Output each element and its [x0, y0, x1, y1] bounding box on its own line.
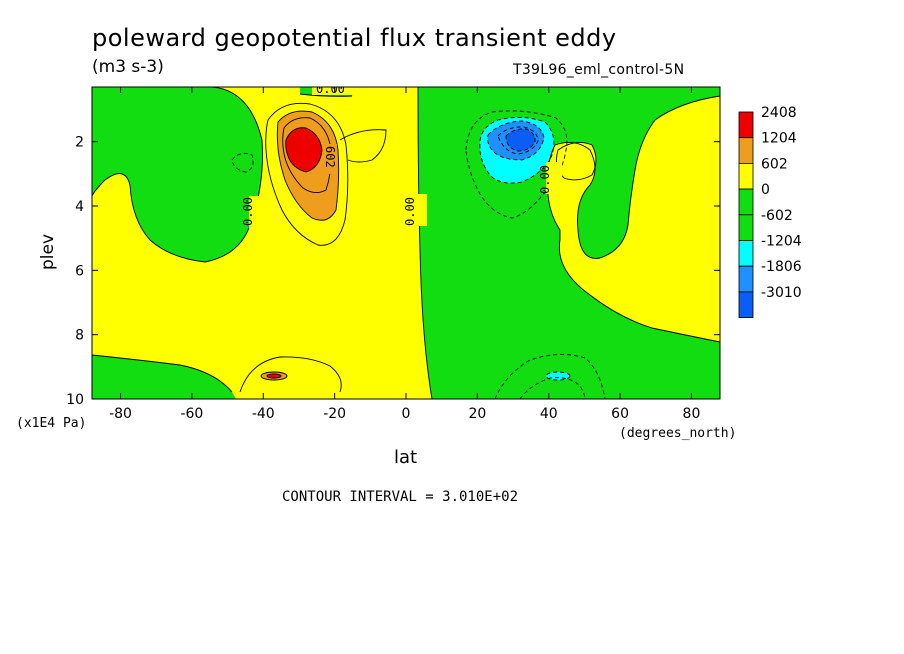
colorbar-label: -1204: [761, 234, 802, 250]
y-axis-units: (x1E4 Pa): [16, 416, 87, 431]
y-tick-label: 6: [75, 263, 84, 279]
colorbar-label: 2408: [761, 105, 797, 121]
positive-pocket-east: [556, 142, 596, 180]
run-label: T39L96_eml_control-5N: [513, 62, 685, 78]
colorbar-swatch: [738, 188, 754, 216]
x-axis: -80 -60 -40 -20 0 20 40 60 80: [109, 87, 700, 422]
x-tick-label: 20: [468, 406, 486, 422]
colorbar-label: 0: [761, 182, 770, 198]
x-tick-label: 60: [611, 406, 629, 422]
contour-interval: CONTOUR INTERVAL = 3.010E+02: [282, 489, 519, 505]
y-tick-label: 10: [66, 392, 84, 408]
positive-lower-red: [267, 374, 281, 378]
x-tick-label: -60: [180, 406, 203, 422]
x-tick-label: -20: [323, 406, 346, 422]
y-tick-label: 8: [75, 328, 84, 344]
colorbar-label: -1806: [761, 259, 802, 275]
colorbar-swatch: [738, 137, 754, 164]
x-axis-units: (degrees_north): [619, 426, 737, 441]
colorbar-label: -602: [761, 208, 793, 224]
negative-min-core: [506, 128, 536, 151]
contour-field: 0.00 602 0.00 0.00 0.00: [92, 82, 720, 399]
x-tick-label: -80: [109, 406, 132, 422]
y-tick-label: 2: [75, 135, 84, 151]
colorbar-swatch: [738, 111, 754, 139]
y-tick-label: 4: [75, 199, 84, 215]
chart-title: poleward geopotential flux transient edd…: [92, 24, 617, 52]
contour-label-top: 0.00: [316, 82, 345, 96]
negative-region-southwest: [92, 355, 236, 399]
colorbar-swatch: [738, 291, 754, 318]
x-tick-label: 40: [540, 406, 558, 422]
y-axis: 2 4 6 8 10: [66, 135, 720, 408]
x-axis-title: lat: [394, 447, 418, 468]
x-tick-label: 80: [683, 406, 701, 422]
x-tick-label: -40: [252, 406, 275, 422]
contour-labels: 0.00 602 0.00 0.00 0.00: [241, 82, 562, 228]
colorbar: 2408 1204 602 0 -602 -1204 -1806 -3010: [738, 105, 802, 318]
colorbar-swatch: [738, 162, 754, 190]
contour-label-602: 602: [323, 146, 337, 168]
colorbar-label: -3010: [761, 285, 802, 301]
colorbar-swatch: [738, 214, 754, 241]
colorbar-label: 602: [761, 156, 788, 172]
colorbar-label: 1204: [761, 131, 797, 147]
negative-region-west: [92, 87, 263, 262]
x-tick-label: 0: [402, 406, 411, 422]
chart-units: (m3 s-3): [92, 57, 164, 77]
y-axis-title: plev: [38, 233, 59, 271]
contour-label-east: 0.00: [538, 165, 552, 194]
contour-lines: [92, 87, 720, 399]
contour-label-equator: 0.00: [403, 197, 417, 226]
colorbar-swatch: [738, 265, 754, 293]
colorbar-swatch: [738, 240, 754, 267]
contour-label-west: 0.00: [241, 197, 255, 226]
positive-max-core: [285, 127, 322, 172]
